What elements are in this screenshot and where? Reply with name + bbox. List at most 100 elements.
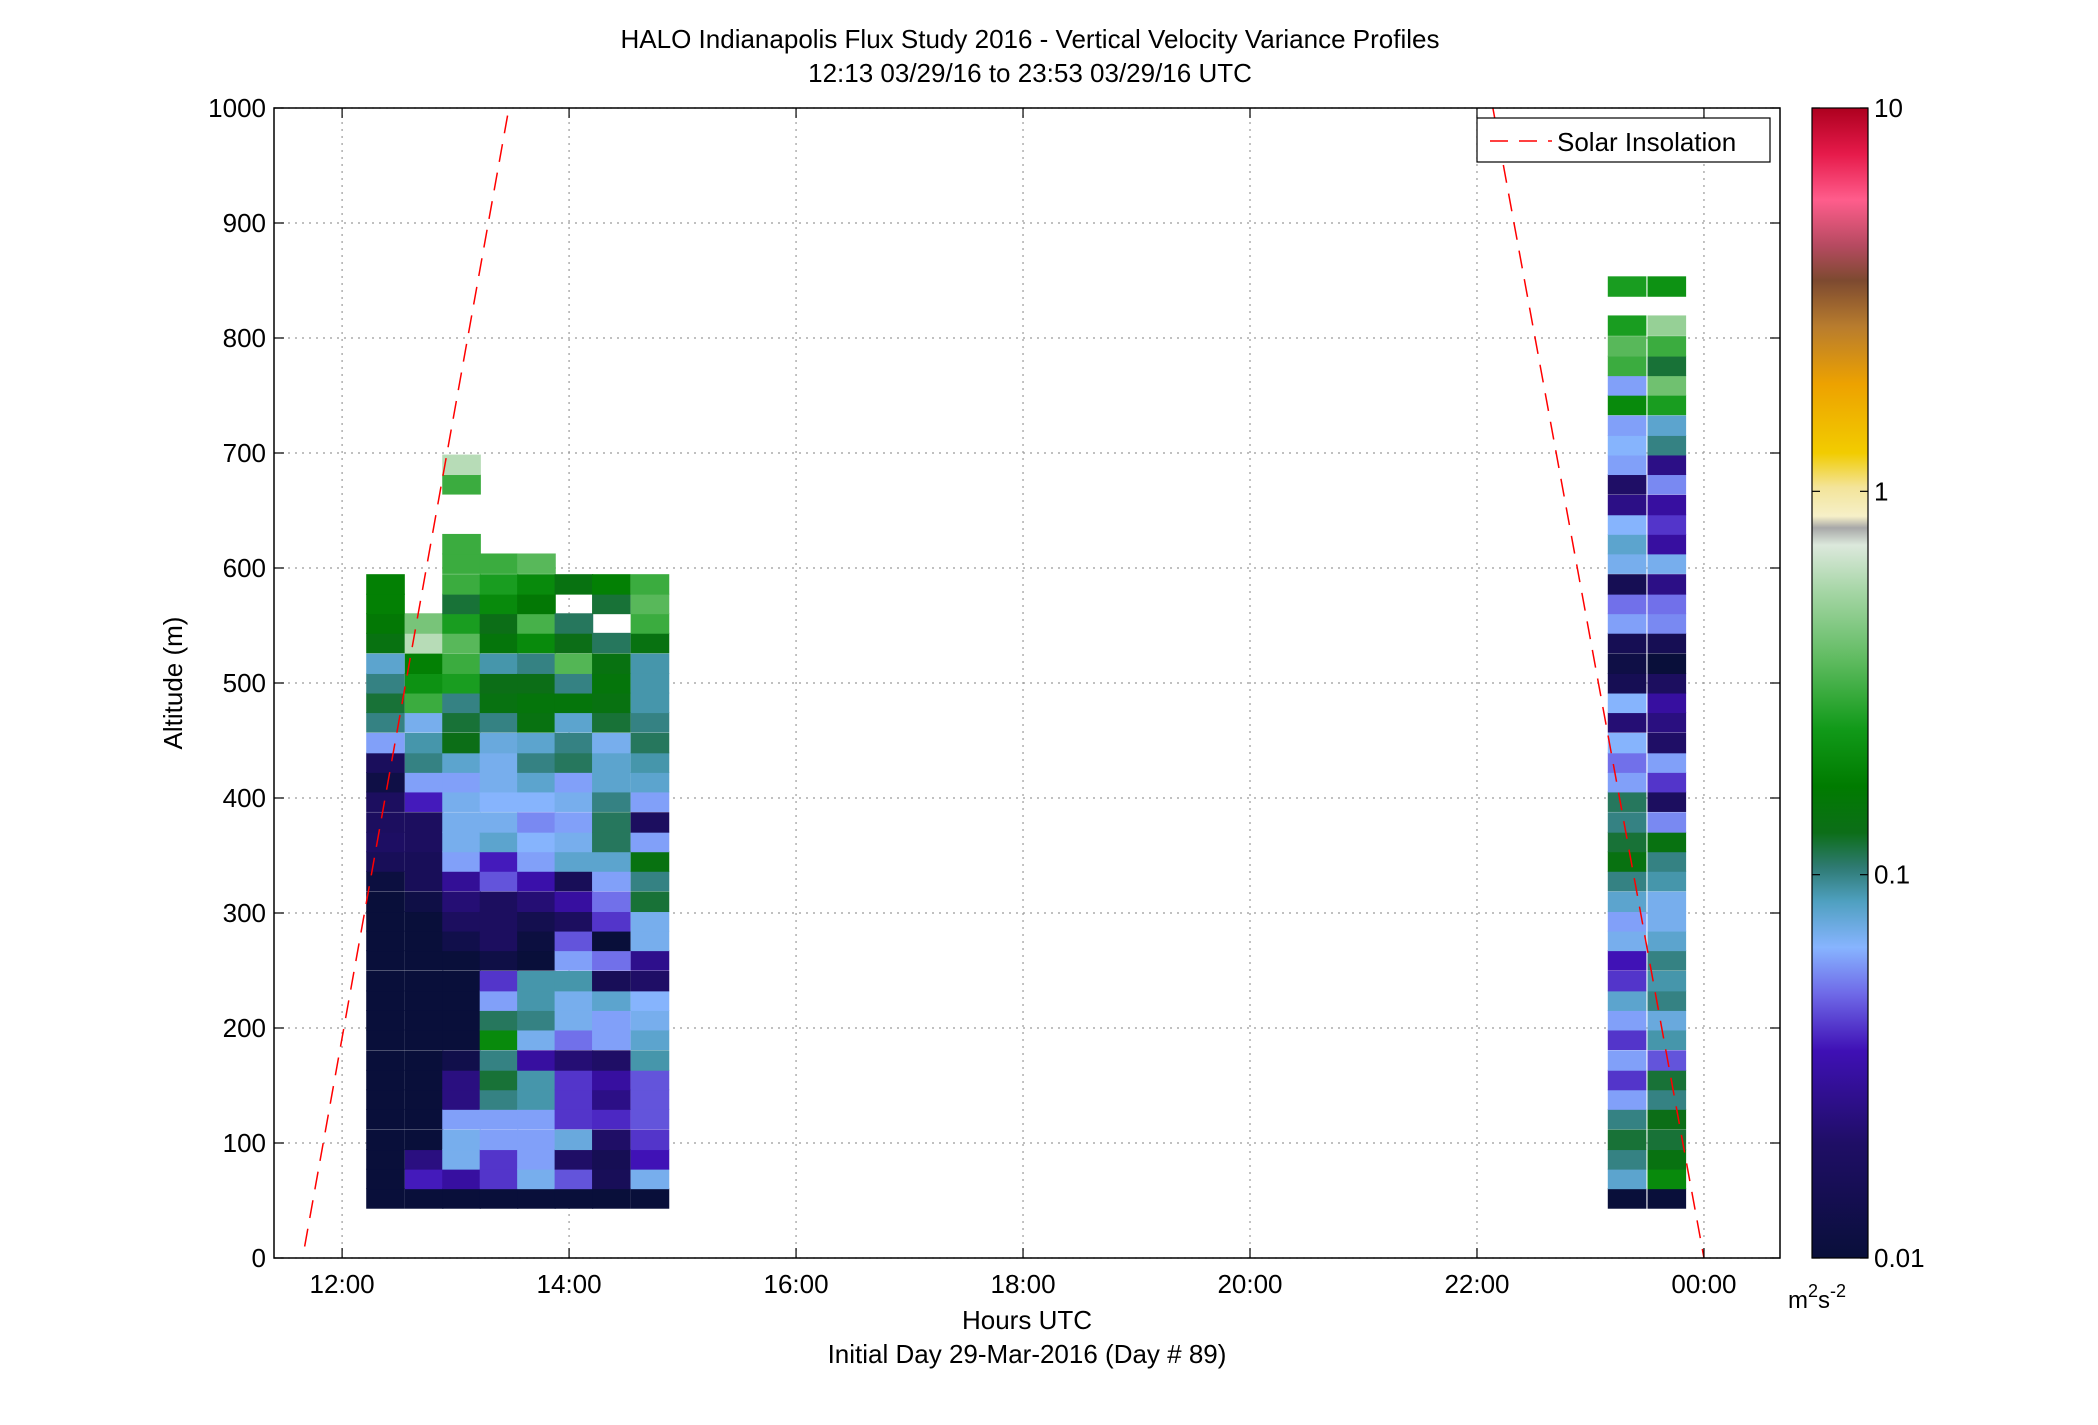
heatmap-cell [479,1188,519,1209]
heatmap-cell [592,1149,631,1170]
heatmap-cell [1647,1108,1687,1130]
heatmap-cell [554,970,594,992]
heatmap-cell [592,950,631,971]
y-tick-label-3: 300 [223,898,266,928]
heatmap-cell [479,673,519,694]
heatmap-cell [404,752,444,773]
heatmap-cell [1647,1149,1687,1170]
heatmap-cell [554,1129,594,1151]
heatmap-cell [1647,1188,1687,1209]
heatmap-cell [1647,692,1687,714]
heatmap-cell [442,870,481,892]
heatmap-cell [442,653,481,674]
heatmap-cell [554,692,594,714]
x-tick-label-5: 22:00 [1444,1269,1509,1299]
heatmap-cell [630,771,670,793]
heatmap-cell [517,891,556,913]
heatmap-cell [442,771,481,793]
heatmap-cell [592,1069,631,1091]
heatmap-cell [592,653,631,674]
heatmap-cell [404,673,444,694]
heatmap-cell [479,851,519,872]
heatmap-cell [366,673,405,694]
heatmap-cell [442,533,481,555]
heatmap-cell [479,632,519,654]
heatmap-cell [630,732,670,754]
heatmap-cell [366,1010,405,1031]
heatmap-cell [630,1108,670,1130]
heatmap-cell [554,1089,594,1110]
heatmap-cell [592,574,631,595]
heatmap-cell [592,1010,631,1031]
y-tick-label-0: 0 [252,1243,266,1273]
heatmap-cell [592,831,631,853]
heatmap-cell [1607,1108,1647,1130]
heatmap-cell [442,891,481,913]
heatmap-cell [442,990,481,1011]
heatmap-cell [479,870,519,892]
colorbar-unit-exp1: 2 [1808,1281,1818,1301]
heatmap-cell [1647,593,1687,615]
heatmap-cell [517,1168,556,1190]
heatmap-cell [404,1108,444,1130]
heatmap-cell [1647,911,1687,932]
heatmap-cell [479,712,519,733]
heatmap-cell [1647,791,1687,812]
heatmap-cell [404,911,444,932]
heatmap-cell [366,1089,405,1110]
heatmap-cell [592,1089,631,1110]
heatmap-cell [554,791,594,812]
heatmap-cell [442,1010,481,1031]
heatmap-cell [1607,593,1647,615]
heatmap-cell [630,1149,670,1170]
heatmap-cell [1647,970,1687,992]
y-tick-label-10: 1000 [208,93,266,123]
heatmap-cell [404,653,444,674]
heatmap-cells [366,276,1687,1209]
heatmap-cell [592,791,631,812]
heatmap-cell [479,950,519,971]
heatmap-cell [517,593,556,615]
legend-label: Solar Insolation [1557,127,1736,157]
heatmap-cell [479,812,519,833]
y-tick-label-7: 700 [223,438,266,468]
heatmap-cell [1607,315,1647,336]
heatmap-cell [404,632,444,654]
heatmap-cell [592,752,631,773]
heatmap-cell [554,851,594,872]
heatmap-cell [366,1149,405,1170]
heatmap-cell [517,632,556,654]
heatmap-cell [442,474,481,495]
heatmap-cell [592,1108,631,1130]
heatmap-cell [366,1069,405,1091]
heatmap-cell [554,831,594,853]
heatmap-cell [1607,812,1647,833]
heatmap-cell [442,454,481,476]
heatmap-cell [479,1149,519,1170]
heatmap-cell [630,1089,670,1110]
heatmap-cell [366,812,405,833]
heatmap-cell [554,930,594,952]
heatmap-cell [554,632,594,654]
heatmap-cell [630,712,670,733]
y-tick-label-2: 200 [223,1013,266,1043]
heatmap-cell [404,771,444,793]
heatmap-cell [404,930,444,952]
heatmap-cell [517,574,556,595]
heatmap-cell [442,1029,481,1051]
heatmap-cell [479,1050,519,1071]
heatmap-cell [1607,891,1647,913]
heatmap-cell [404,1089,444,1110]
heatmap-cell [1607,1089,1647,1110]
heatmap-cell [404,1168,444,1190]
heatmap-cell [630,911,670,932]
heatmap-cell [592,851,631,872]
colorbar-unit: m2s-2 [1788,1281,1846,1314]
heatmap-cell [1607,336,1647,357]
heatmap-cell [479,574,519,595]
heatmap-cell [366,632,405,654]
heatmap-cell [1607,355,1647,377]
chart-subtitle: 12:13 03/29/16 to 23:53 03/29/16 UTC [808,58,1252,88]
heatmap-cell [630,1168,670,1190]
x-tick-label-2: 16:00 [764,1269,829,1299]
